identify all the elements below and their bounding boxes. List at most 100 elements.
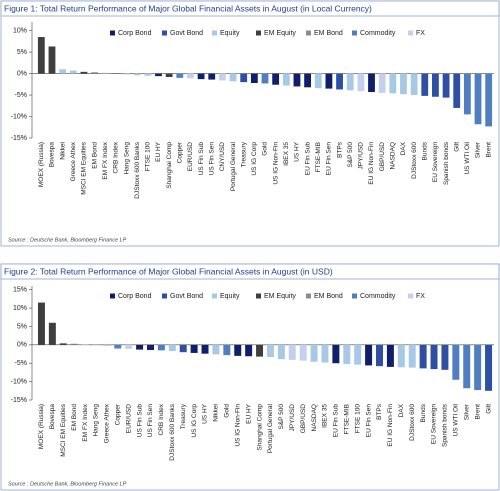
legend-swatch <box>110 30 115 36</box>
x-tick-label: GBP/USD <box>379 142 386 172</box>
bar <box>354 344 362 365</box>
bar <box>81 344 89 345</box>
x-tick-label: Bunds <box>420 403 427 422</box>
x-tick-label: EU IG Non-Fin <box>368 142 375 185</box>
bar <box>321 344 329 363</box>
y-tick-label: 0% <box>17 70 27 77</box>
x-tick-label: Silver <box>475 141 482 158</box>
x-tick-label: US IG Corp <box>251 142 258 176</box>
bar <box>103 344 111 346</box>
x-tick-label: Greece Athex <box>104 403 111 443</box>
x-tick-label: IBEX 35 <box>322 404 329 428</box>
x-tick-label: EM FX Index <box>82 403 89 441</box>
x-tick-label: US WTI Oil <box>464 141 471 174</box>
bar <box>343 344 351 364</box>
x-tick-label: Gilt <box>485 404 492 414</box>
bar <box>176 73 184 78</box>
x-tick-label: S&P 500 <box>278 404 285 430</box>
bar <box>125 344 133 349</box>
x-tick-label: US HY <box>202 403 209 424</box>
legend-label: Corp Bond <box>118 30 152 37</box>
legend-swatch <box>256 293 261 299</box>
x-tick-label: EU IG Non-Fin <box>387 404 394 447</box>
title-bar <box>0 0 500 17</box>
x-tick-label: Nikkei <box>59 142 66 160</box>
x-tick-label: Brent <box>485 142 492 158</box>
bar <box>223 344 231 356</box>
bar <box>147 344 154 350</box>
x-tick-label: EU Fin Sen <box>365 404 372 438</box>
bar <box>261 73 269 84</box>
y-tick-label: 10% <box>13 305 27 312</box>
x-tick-label: EU Sovereign <box>431 404 438 444</box>
x-tick-label: Copper <box>115 403 122 425</box>
y-tick-label: -10% <box>11 378 27 385</box>
x-tick-label: NASDAQ <box>390 142 397 169</box>
bar <box>419 344 427 369</box>
bar <box>48 322 56 345</box>
chart-title: Figure 2: Total Return Performance of Ma… <box>4 266 333 276</box>
bar <box>452 344 460 380</box>
y-tick-label: -15% <box>11 135 27 142</box>
bar <box>208 73 216 80</box>
x-tick-label: EM Bond <box>91 142 98 169</box>
x-tick-label: BTPs <box>336 141 343 158</box>
bar <box>190 344 198 353</box>
bar <box>325 73 333 89</box>
y-tick-label: 5% <box>17 323 27 330</box>
x-tick-label: Bovespa <box>49 404 56 430</box>
bar <box>421 73 429 96</box>
x-tick-label: DJStoxx 600 Banks <box>169 403 176 460</box>
legend-label: EM Equity <box>264 30 296 37</box>
bar <box>277 344 285 360</box>
x-tick-label: FTSE-MIB <box>344 404 351 434</box>
bar <box>250 73 258 84</box>
x-tick-label: Portugal General <box>230 141 237 191</box>
x-tick-label: Shanghai Comp <box>166 142 173 189</box>
x-tick-label: EU Sovereign <box>432 142 439 182</box>
x-tick-label: FTSE 100 <box>354 404 361 434</box>
y-tick-label: -5% <box>15 360 27 367</box>
x-tick-label: FTSE-MIB <box>315 142 322 172</box>
bar <box>80 71 88 74</box>
y-tick-label: -15% <box>11 397 27 404</box>
bar <box>410 73 418 96</box>
x-tick-label: US IG Corp <box>191 404 198 438</box>
x-tick-label: CRB Index <box>158 403 165 435</box>
x-tick-label: US WTI Oil <box>453 403 460 436</box>
legend-swatch <box>162 293 167 299</box>
bar <box>332 344 340 364</box>
x-tick-label: Treasury <box>240 141 247 167</box>
bar <box>288 344 296 360</box>
bar <box>293 73 301 87</box>
bar <box>201 344 209 354</box>
x-tick-label: EU HY <box>155 141 162 162</box>
legend-label: FX <box>416 30 425 37</box>
x-tick-label: EU Fin Sub <box>333 404 340 438</box>
bar <box>299 344 307 361</box>
bar <box>245 344 253 357</box>
legend-swatch <box>110 293 115 299</box>
x-tick-label: Nikkei <box>213 404 220 422</box>
title-bar <box>0 263 500 280</box>
x-tick-label: FTSE 100 <box>145 142 152 172</box>
bar <box>282 73 290 86</box>
x-tick-label: CNY/USD <box>219 142 226 172</box>
x-tick-label: US Fin Sen <box>208 142 215 176</box>
x-tick-label: Spanish bonds <box>443 141 450 185</box>
bar <box>37 37 45 74</box>
x-tick-label: US Fin Sen <box>147 404 154 438</box>
bar <box>168 344 176 352</box>
bar <box>59 69 67 74</box>
bar <box>397 344 405 368</box>
x-tick-label: DJStoxx 600 <box>409 404 416 441</box>
bar <box>218 73 226 81</box>
bar <box>453 73 461 108</box>
bar <box>144 73 152 76</box>
bar <box>442 73 450 98</box>
bar <box>485 344 493 391</box>
legend-label: Commodity <box>360 293 396 300</box>
x-tick-label: MOEX (Russia) <box>38 404 45 449</box>
bar <box>114 344 122 349</box>
legend-label: Equity <box>220 293 240 300</box>
